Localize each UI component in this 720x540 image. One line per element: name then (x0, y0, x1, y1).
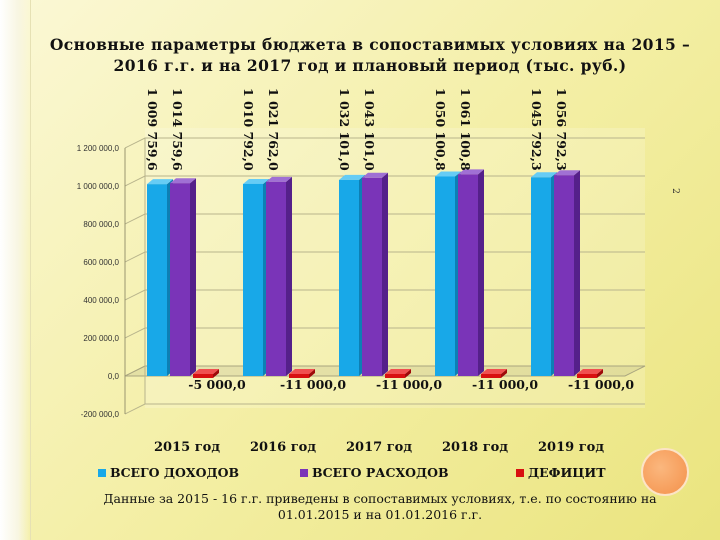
footnote-line-1: Данные за 2015 - 16 г.г. приведены в соп… (103, 491, 657, 506)
legend-swatch (516, 469, 524, 477)
y-tick-label: 0,0 (108, 372, 120, 381)
bar-deficit (289, 374, 309, 378)
y-tick-label: 1 200 000,0 (77, 144, 120, 153)
bar-expense (458, 174, 478, 376)
decorative-circle (641, 448, 689, 496)
bar-deficit (577, 374, 597, 378)
bar-top-income (531, 172, 557, 178)
x-tick-label: 2016 год (250, 440, 316, 455)
title-line-2: 2016 г.г. и на 2017 год и плановый перио… (113, 56, 627, 75)
bar-side-expense (382, 172, 388, 376)
bar-expense (266, 181, 286, 376)
bar-side-expense (478, 169, 484, 376)
y-tick-label: 1 000 000,0 (77, 182, 120, 191)
bar-side-deficit (309, 369, 315, 378)
data-label-expense: 1 056 792,3 (554, 88, 569, 171)
bar-income (339, 179, 359, 376)
x-tick-label: 2018 год (442, 440, 508, 455)
bar-side-expense (190, 178, 196, 376)
bar-deficit (193, 374, 213, 378)
bar-income (435, 176, 455, 376)
bar-side-expense (574, 170, 580, 376)
decorative-line (30, 0, 31, 540)
bar-income (243, 183, 263, 376)
data-label-expense: 1 043 101,0 (362, 88, 377, 171)
bar-expense (170, 183, 190, 376)
bar-top-expense (170, 178, 196, 184)
x-tick-label: 2017 год (346, 440, 412, 455)
bar-side-expense (286, 176, 292, 376)
x-tick-label: 2015 год (154, 440, 220, 455)
bar-expense (554, 175, 574, 376)
legend-swatch (300, 469, 308, 477)
bar-top-deficit (481, 369, 507, 374)
bar-income (531, 177, 551, 376)
data-label-deficit: -11 000,0 (280, 377, 346, 392)
bar-side-deficit (213, 369, 219, 378)
data-label-income: 1 010 792,0 (241, 88, 256, 171)
y-tick-label: 600 000,0 (83, 258, 119, 267)
data-label-expense: 1 061 100,8 (458, 88, 473, 171)
footnote-line-2: 01.01.2015 и на 01.01.2016 г.г. (277, 507, 483, 522)
decorative-stripe (0, 0, 30, 540)
y-tick-label: 200 000,0 (83, 334, 119, 343)
bar-expense (362, 177, 382, 376)
bar-top-expense (554, 170, 580, 176)
y-tick-label: -200 000,0 (81, 410, 120, 419)
legend-label: ДЕФИЦИТ (528, 465, 606, 480)
bar-top-expense (458, 169, 484, 175)
y-tick-label: 800 000,0 (83, 220, 119, 229)
data-label-income: 1 045 792,3 (529, 88, 544, 171)
bar-top-income (147, 179, 173, 185)
slide-title: Основные параметры бюджета в сопоставимы… (30, 34, 710, 76)
bar-top-deficit (193, 369, 219, 374)
bar-top-deficit (289, 369, 315, 374)
data-label-income: 1 050 100,8 (433, 88, 448, 171)
bar-side-deficit (597, 369, 603, 378)
bar-top-expense (362, 172, 388, 178)
bar-deficit (385, 374, 405, 378)
data-label-expense: 1 014 759,6 (170, 88, 185, 171)
data-label-income: 1 032 101,0 (337, 88, 352, 171)
bar-deficit (481, 374, 501, 378)
legend-swatch (98, 469, 106, 477)
bar-top-income (243, 178, 269, 184)
bar-top-income (435, 171, 461, 177)
bar-side-deficit (501, 369, 507, 378)
bar-top-income (339, 174, 365, 180)
legend-label: ВСЕГО ДОХОДОВ (110, 465, 239, 480)
data-label-expense: 1 021 762,0 (266, 88, 281, 171)
y-tick-label: 400 000,0 (83, 296, 119, 305)
data-label-deficit: -11 000,0 (376, 377, 442, 392)
data-label-deficit: -5 000,0 (188, 377, 246, 392)
data-label-deficit: -11 000,0 (568, 377, 634, 392)
footnote: Данные за 2015 - 16 г.г. приведены в соп… (80, 491, 680, 523)
bar-side-deficit (405, 369, 411, 378)
bar-top-deficit (385, 369, 411, 374)
legend-label: ВСЕГО РАСХОДОВ (312, 465, 449, 480)
bar-income (147, 184, 167, 376)
bar-top-expense (266, 176, 292, 182)
bar-top-deficit (577, 369, 603, 374)
title-line-1: Основные параметры бюджета в сопоставимы… (49, 35, 691, 54)
data-label-income: 1 009 759,6 (145, 88, 160, 171)
x-tick-label: 2019 год (538, 440, 604, 455)
data-label-deficit: -11 000,0 (472, 377, 538, 392)
